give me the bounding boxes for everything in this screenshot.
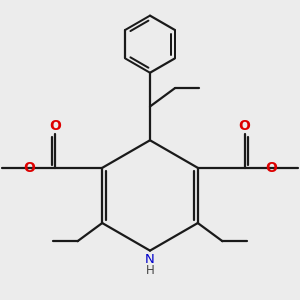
Text: O: O (50, 119, 61, 133)
Text: N: N (145, 253, 155, 266)
Text: O: O (265, 161, 277, 175)
Text: H: H (146, 264, 154, 277)
Text: O: O (238, 119, 250, 133)
Text: O: O (23, 161, 35, 175)
